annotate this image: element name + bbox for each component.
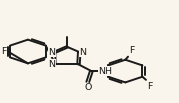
Text: F: F <box>1 47 6 56</box>
Text: F: F <box>129 46 135 55</box>
Text: N: N <box>79 47 86 57</box>
Text: N: N <box>49 60 56 69</box>
Text: F: F <box>147 82 153 91</box>
Text: O: O <box>84 83 91 92</box>
Text: NH: NH <box>98 67 112 76</box>
Text: N: N <box>48 47 55 57</box>
